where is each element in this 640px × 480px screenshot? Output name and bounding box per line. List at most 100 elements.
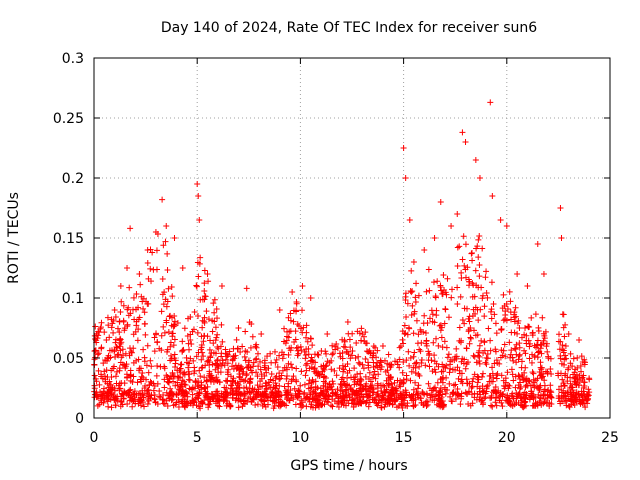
data-point bbox=[96, 329, 103, 336]
data-point bbox=[416, 363, 423, 370]
data-point bbox=[505, 385, 512, 392]
data-point bbox=[534, 241, 541, 247]
data-point bbox=[567, 389, 574, 396]
data-point bbox=[441, 338, 448, 345]
data-point bbox=[283, 375, 290, 382]
data-point bbox=[540, 370, 547, 377]
data-point bbox=[213, 376, 220, 383]
data-point bbox=[520, 377, 527, 384]
data-point bbox=[351, 381, 358, 388]
data-point bbox=[532, 311, 539, 318]
data-point bbox=[380, 382, 387, 389]
data-point bbox=[104, 314, 111, 321]
data-point bbox=[243, 370, 250, 377]
data-point bbox=[139, 391, 146, 398]
data-point bbox=[490, 300, 497, 307]
data-point bbox=[545, 386, 552, 393]
data-point bbox=[287, 361, 294, 368]
data-point bbox=[422, 362, 429, 369]
data-point bbox=[412, 364, 419, 371]
data-point bbox=[484, 294, 491, 301]
data-point bbox=[534, 337, 541, 344]
x-tick-label: 5 bbox=[193, 430, 202, 446]
data-point bbox=[320, 378, 327, 385]
data-point bbox=[261, 360, 268, 367]
data-point bbox=[111, 307, 118, 313]
data-point bbox=[401, 391, 408, 398]
data-point bbox=[167, 339, 174, 346]
data-point bbox=[442, 390, 449, 397]
data-point bbox=[131, 388, 138, 395]
data-point bbox=[537, 364, 544, 371]
data-point bbox=[529, 332, 536, 339]
data-point bbox=[411, 310, 418, 317]
data-point bbox=[261, 373, 268, 380]
data-point bbox=[163, 372, 170, 379]
data-point bbox=[169, 396, 176, 403]
data-point bbox=[105, 384, 112, 391]
data-point bbox=[288, 392, 295, 399]
data-point bbox=[410, 395, 417, 402]
data-point bbox=[349, 352, 356, 359]
data-point bbox=[206, 346, 213, 353]
data-point bbox=[500, 317, 507, 324]
data-point bbox=[530, 376, 537, 383]
data-point bbox=[476, 347, 483, 354]
data-point bbox=[311, 365, 318, 372]
data-point bbox=[502, 379, 509, 386]
data-point bbox=[210, 300, 217, 307]
data-point bbox=[382, 368, 389, 375]
data-point bbox=[178, 361, 185, 368]
data-point bbox=[385, 372, 392, 379]
data-point bbox=[521, 403, 528, 410]
data-point bbox=[116, 329, 123, 336]
data-point bbox=[129, 379, 136, 386]
data-point bbox=[181, 325, 188, 332]
data-point bbox=[522, 350, 529, 357]
data-point bbox=[454, 263, 461, 270]
data-point bbox=[330, 390, 337, 397]
data-point bbox=[344, 369, 351, 376]
data-point bbox=[358, 376, 365, 383]
data-point bbox=[483, 361, 490, 368]
data-point bbox=[349, 391, 356, 398]
data-point bbox=[514, 271, 521, 277]
data-point bbox=[465, 400, 472, 407]
data-point bbox=[435, 342, 442, 349]
data-point bbox=[122, 350, 129, 357]
data-point bbox=[125, 312, 132, 319]
data-point bbox=[461, 320, 468, 327]
data-point bbox=[154, 339, 161, 346]
data-point bbox=[140, 374, 147, 381]
data-point bbox=[144, 387, 151, 394]
data-point bbox=[156, 387, 163, 394]
data-point bbox=[458, 393, 465, 400]
data-point bbox=[365, 348, 372, 355]
data-point bbox=[364, 387, 371, 394]
data-point bbox=[510, 357, 517, 364]
data-point bbox=[442, 306, 449, 313]
data-point bbox=[198, 365, 205, 372]
data-point bbox=[135, 326, 142, 333]
data-point bbox=[209, 328, 216, 335]
data-point bbox=[109, 320, 116, 327]
data-point bbox=[418, 357, 425, 364]
data-point bbox=[562, 321, 569, 328]
data-point bbox=[130, 373, 137, 380]
data-point bbox=[262, 388, 269, 395]
data-point bbox=[230, 377, 237, 384]
data-point bbox=[575, 391, 582, 398]
data-point bbox=[410, 353, 417, 360]
data-point bbox=[339, 374, 346, 381]
data-point bbox=[504, 369, 511, 376]
data-point bbox=[528, 314, 535, 321]
data-point bbox=[476, 233, 483, 240]
data-point bbox=[172, 382, 179, 389]
data-point bbox=[548, 370, 555, 377]
data-point bbox=[578, 388, 585, 395]
data-point bbox=[214, 331, 221, 338]
data-point bbox=[492, 320, 499, 327]
data-point bbox=[250, 363, 257, 370]
data-point bbox=[257, 358, 264, 365]
